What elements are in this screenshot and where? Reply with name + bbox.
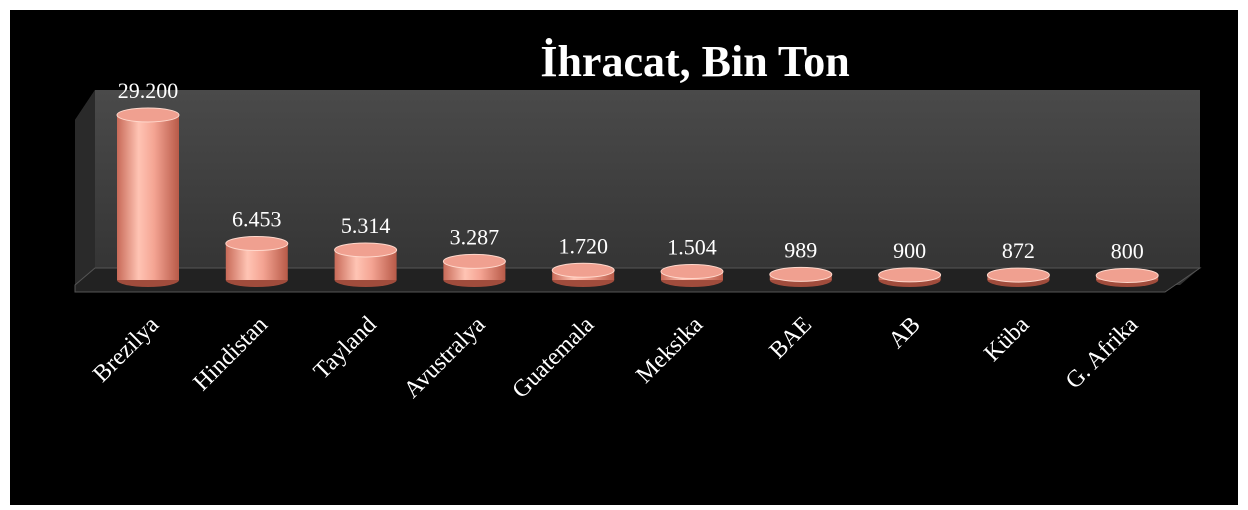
back-wall <box>75 90 1200 285</box>
bar-top <box>986 267 1050 283</box>
bar-top <box>116 107 180 123</box>
data-label: 800 <box>1111 239 1144 264</box>
data-label: 900 <box>893 238 926 263</box>
bar-top <box>442 253 506 269</box>
bar-top <box>334 242 398 258</box>
bar-top <box>769 266 833 282</box>
data-label: 6.453 <box>232 207 282 232</box>
bar-top <box>660 264 724 280</box>
data-label: 989 <box>784 237 817 262</box>
data-label: 872 <box>1002 238 1035 263</box>
bar-top <box>1095 267 1159 283</box>
data-label: 1.720 <box>558 233 608 258</box>
side-wall <box>75 90 95 285</box>
data-label: 1.504 <box>667 235 717 260</box>
bar <box>117 115 179 280</box>
data-label: 5.314 <box>341 213 391 238</box>
bar-top <box>551 262 615 278</box>
data-label: 29.200 <box>118 78 179 103</box>
chart-title: İhracat, Bin Ton <box>540 37 849 86</box>
bar-top <box>878 267 942 283</box>
bar-top <box>225 236 289 252</box>
data-label: 3.287 <box>450 224 500 249</box>
